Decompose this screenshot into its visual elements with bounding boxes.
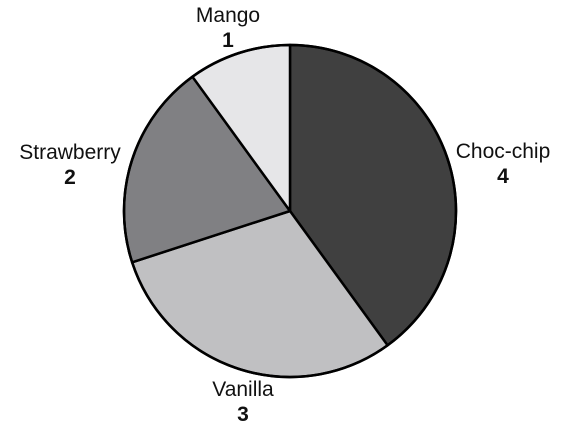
slice-label-vanilla: Vanilla [212, 378, 274, 401]
slice-value-strawberry: 2 [64, 166, 76, 189]
slice-value-vanilla: 3 [237, 403, 249, 426]
slice-label-choc-chip: Choc-chip [456, 140, 551, 163]
slice-label-mango: Mango [196, 4, 260, 27]
pie-slices [122, 43, 458, 379]
slice-value-choc-chip: 4 [497, 165, 509, 188]
slice-label-strawberry: Strawberry [19, 141, 121, 164]
pie-outline [122, 43, 458, 379]
slice-value-mango: 1 [222, 29, 234, 52]
